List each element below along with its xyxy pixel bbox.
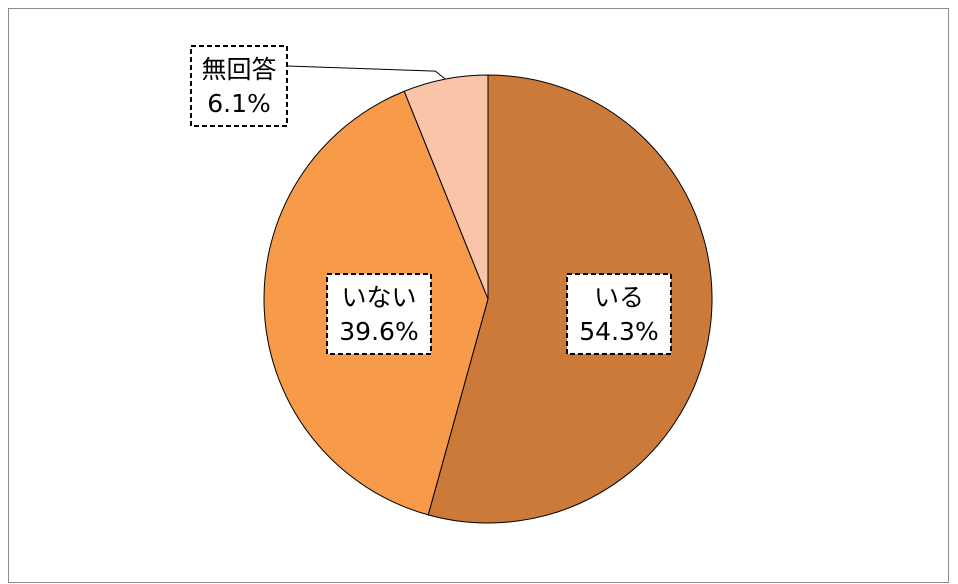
slice-category-label: いない xyxy=(341,283,416,312)
slice-category-label: いる xyxy=(594,283,644,312)
slice-label-1: いる 54.3% xyxy=(566,273,672,355)
chart-frame: いる 54.3% いない 39.6% 無回答 6.1% xyxy=(8,8,949,583)
pie-chart: いる 54.3% いない 39.6% 無回答 6.1% xyxy=(190,45,713,524)
slice-value-label: 39.6% xyxy=(339,317,418,346)
slice-value-label: 54.3% xyxy=(579,317,658,346)
slice-label-3: 無回答 6.1% xyxy=(190,45,446,127)
slice-label-2: いない 39.6% xyxy=(326,273,432,355)
pie-slice-3 xyxy=(403,74,489,300)
label-box xyxy=(190,45,288,127)
label-box xyxy=(326,273,432,355)
leader-line xyxy=(286,65,446,80)
slice-category-label: 無回答 xyxy=(201,55,276,84)
slice-value-label: 6.1% xyxy=(207,89,271,118)
pie-labels: いる 54.3% いない 39.6% 無回答 6.1% xyxy=(190,45,672,355)
label-box xyxy=(566,273,672,355)
